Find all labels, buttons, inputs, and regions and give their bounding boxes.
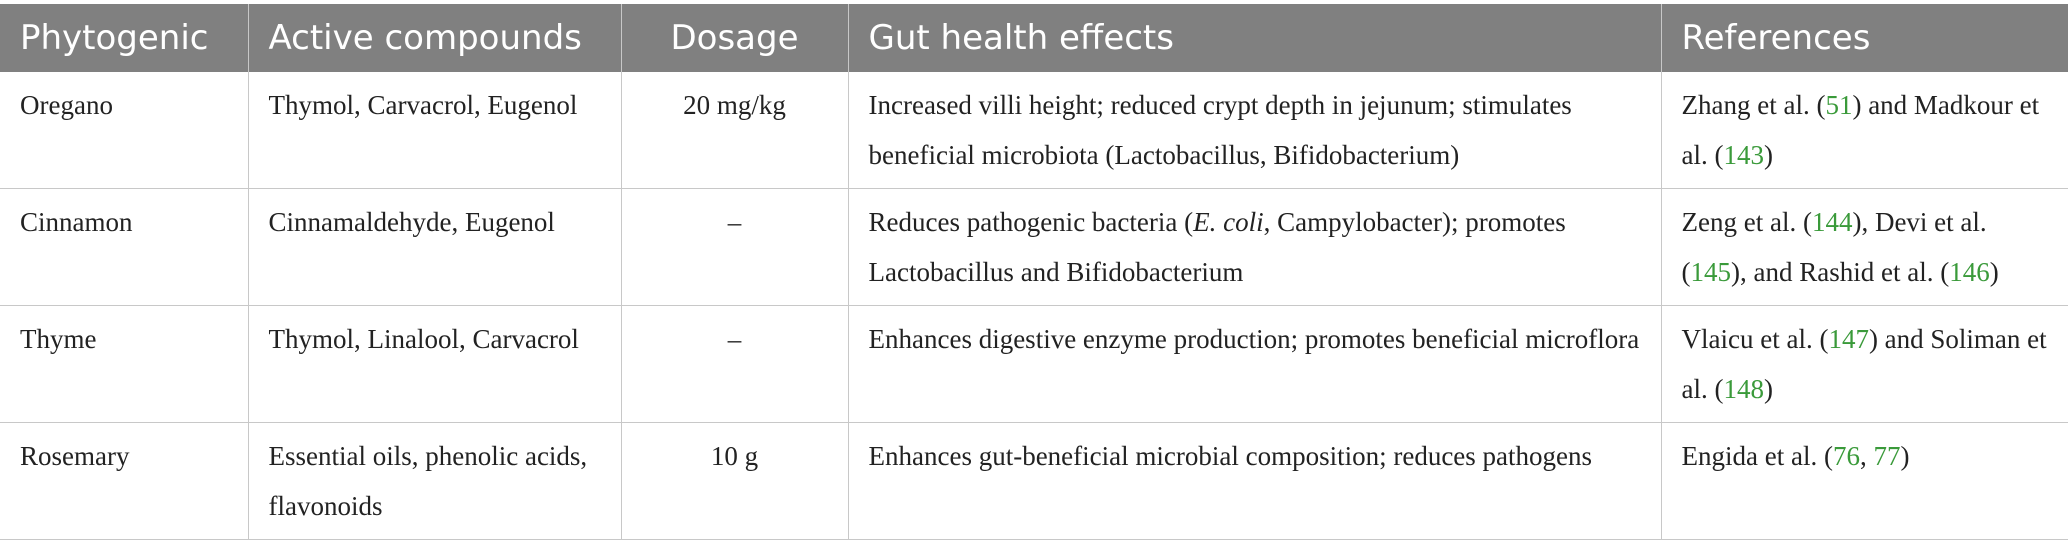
- header-active-compounds: Active compounds: [248, 4, 622, 72]
- ref-text: ,: [1859, 441, 1874, 471]
- cell-phytogenic: Thyme: [0, 305, 249, 423]
- cell-gut-health-effects: Increased villi height; reduced crypt de…: [848, 72, 1662, 189]
- cell-gut-health-effects: Enhances digestive enzyme production; pr…: [848, 305, 1662, 423]
- cell-gut-health-effects: Enhances gut-beneficial microbial compos…: [848, 422, 1662, 540]
- ref-text: ), Devi et al. (: [1681, 207, 1987, 287]
- cell-phytogenic: Oregano: [0, 72, 249, 189]
- cell-dosage: 20 mg/kg: [621, 72, 849, 189]
- table-row: Cinnamon Cinnamaldehyde, Eugenol – Reduc…: [0, 188, 2068, 306]
- cell-phytogenic: Cinnamon: [0, 188, 249, 306]
- reference-link[interactable]: 145: [1690, 257, 1732, 287]
- cell-active-compounds: Essential oils, phenolic acids, flavonoi…: [248, 422, 622, 540]
- header-phytogenic: Phytogenic: [0, 4, 249, 72]
- ref-text: Vlaicu et al. (: [1681, 324, 1829, 354]
- header-references: References: [1661, 4, 2068, 72]
- reference-link[interactable]: 144: [1811, 207, 1853, 237]
- cell-active-compounds: Cinnamaldehyde, Eugenol: [248, 188, 622, 306]
- phytogenic-table: Phytogenic Active compounds Dosage Gut h…: [0, 4, 2068, 540]
- ref-text: ) and Madkour et al. (: [1681, 90, 2040, 170]
- header-gut-health-effects: Gut health effects: [848, 4, 1662, 72]
- ref-text: ): [1989, 257, 1999, 287]
- table-row: Thyme Thymol, Linalool, Carvacrol – Enha…: [0, 305, 2068, 423]
- ref-text: Zeng et al. (: [1681, 207, 1812, 237]
- header-dosage: Dosage: [621, 4, 849, 72]
- cell-phytogenic: Rosemary: [0, 422, 249, 540]
- cell-dosage: –: [621, 188, 849, 306]
- reference-link[interactable]: 77: [1873, 441, 1901, 471]
- effects-text: Reduces pathogenic bacteria (: [868, 207, 1194, 237]
- cell-references: Zhang et al. (51) and Madkour et al. (14…: [1661, 72, 2068, 189]
- table-body: Oregano Thymol, Carvacrol, Eugenol 20 mg…: [0, 72, 2068, 540]
- cell-references: Zeng et al. (144), Devi et al. (145), an…: [1661, 188, 2068, 306]
- cell-dosage: 10 g: [621, 422, 849, 540]
- cell-gut-health-effects: Reduces pathogenic bacteria (E. coli, Ca…: [848, 188, 1662, 306]
- reference-link[interactable]: 76: [1832, 441, 1860, 471]
- ref-text: Zhang et al. (: [1681, 90, 1826, 120]
- reference-link[interactable]: 148: [1723, 374, 1764, 404]
- ref-text: ): [1763, 374, 1773, 404]
- reference-link[interactable]: 146: [1949, 257, 1990, 287]
- reference-link[interactable]: 143: [1723, 140, 1764, 170]
- header-row: Phytogenic Active compounds Dosage Gut h…: [0, 4, 2068, 72]
- ref-text: ): [1900, 441, 1910, 471]
- effects-text: , Campylobacter); promotes Lactobacillus…: [868, 207, 1566, 287]
- reference-link[interactable]: 147: [1828, 324, 1869, 354]
- ref-text: ) and Soliman et al. (: [1681, 324, 2047, 404]
- table-header: Phytogenic Active compounds Dosage Gut h…: [0, 4, 2068, 72]
- cell-active-compounds: Thymol, Linalool, Carvacrol: [248, 305, 622, 423]
- table-row: Rosemary Essential oils, phenolic acids,…: [0, 422, 2068, 540]
- ref-text: ), and Rashid et al. (: [1731, 257, 1950, 287]
- table-row: Oregano Thymol, Carvacrol, Eugenol 20 mg…: [0, 72, 2068, 189]
- cell-references: Vlaicu et al. (147) and Soliman et al. (…: [1661, 305, 2068, 423]
- cell-active-compounds: Thymol, Carvacrol, Eugenol: [248, 72, 622, 189]
- ref-text: ): [1763, 140, 1773, 170]
- ref-text: Engida et al. (: [1681, 441, 1833, 471]
- reference-link[interactable]: 51: [1825, 90, 1853, 120]
- cell-dosage: –: [621, 305, 849, 423]
- species-italic: E. coli: [1193, 207, 1264, 237]
- cell-references: Engida et al. (76, 77): [1661, 422, 2068, 540]
